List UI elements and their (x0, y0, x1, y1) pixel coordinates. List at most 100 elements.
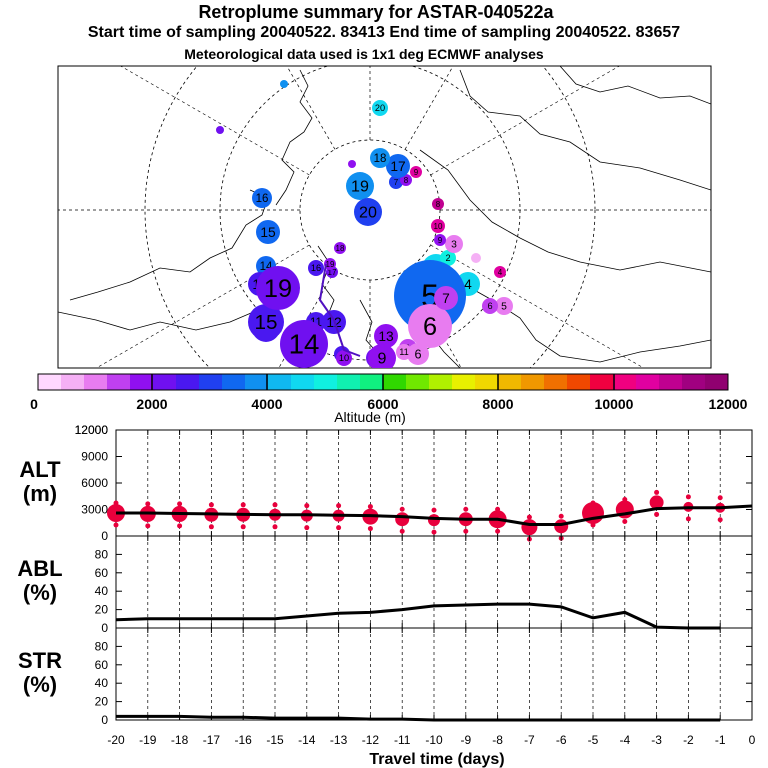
trajectory-day-label: 8 (436, 200, 441, 209)
trajectory-day-label: 16 (311, 263, 321, 273)
y-axis-label: ABL (17, 556, 62, 581)
trajectory-marker-day-6 (407, 343, 429, 365)
colorbar-swatch (245, 374, 269, 390)
x-tick-label: -6 (556, 733, 567, 747)
altitude-spread-dot (272, 502, 278, 508)
trajectory-day-label: 6 (487, 301, 492, 311)
str-series-line (116, 714, 721, 722)
colorbar-swatch (705, 374, 729, 390)
trajectory-day-label: 17 (328, 268, 337, 277)
trajectory-day-label: 19 (326, 260, 335, 269)
colorbar-swatch (475, 374, 499, 390)
y-tick-label: 40 (95, 676, 109, 690)
trajectory-marker-day-15 (256, 220, 280, 244)
colorbar-swatch (337, 374, 361, 390)
trajectory-day-label: 8 (404, 176, 409, 185)
x-tick-label: -1 (715, 733, 726, 747)
colorbar-swatch (130, 374, 154, 390)
time-series-panels: 03000600090001200012000ALT(m)020406080AB… (17, 423, 755, 768)
coastline (559, 66, 711, 105)
colorbar-swatch (590, 374, 614, 390)
trajectory-marker-day-15 (248, 304, 284, 340)
altitude-bubble (395, 512, 410, 527)
trajectory-marker-day-8 (432, 198, 444, 210)
altitude-spread-dot (399, 528, 405, 534)
y-tick-label: 20 (95, 695, 109, 709)
colorbar-swatch (199, 374, 223, 390)
trajectory-path (318, 263, 361, 357)
altitude-spread-dot (463, 528, 469, 534)
trajectory-marker-day-20 (354, 198, 382, 226)
sampling-time-subtitle: Start time of sampling 20040522. 83413 E… (87, 24, 681, 41)
altitude-spread-dot (654, 489, 660, 495)
altitude-bubble (521, 519, 538, 536)
trajectory-marker-day-8 (400, 174, 412, 186)
x-tick-label: -12 (362, 733, 380, 747)
altitude-spread-dot (145, 523, 151, 529)
x-tick-label: -3 (651, 733, 662, 747)
trajectory-day-label: 20 (359, 204, 377, 222)
trajectory-day-label: 4 (498, 268, 503, 277)
trajectory-day-label: 13 (378, 329, 394, 344)
altitude-spread-dot (113, 522, 119, 528)
y-axis-unit: (%) (23, 580, 57, 605)
altitude-spread-dot (431, 529, 437, 535)
altitude-spread-dot (304, 525, 310, 531)
altitude-spread-dot (590, 500, 596, 506)
trajectory-marker-day-18 (334, 242, 346, 254)
colorbar-tick-label: 4000 (251, 396, 282, 412)
y-axis-label: ALT (19, 457, 61, 482)
x-tick-label: -16 (235, 733, 253, 747)
altitude-spread-dot (399, 506, 405, 512)
trajectory-day-label: 11 (310, 317, 322, 329)
altitude-spread-dot (145, 501, 151, 507)
coastline (69, 189, 269, 301)
x-tick-label: -8 (492, 733, 503, 747)
trajectory-day-label: 19 (351, 178, 369, 196)
trajectory-marker-day-11 (396, 344, 412, 360)
colorbar-swatch (38, 374, 62, 390)
altitude-spread-dot (495, 528, 501, 534)
altitude-spread-dot (717, 517, 723, 523)
trajectory-day-label: 4 (464, 277, 472, 292)
x-tick-label: -9 (460, 733, 471, 747)
altitude-spread-dot (717, 495, 723, 501)
colorbar-swatch (636, 374, 660, 390)
trajectory-marker-day-2 (440, 250, 456, 266)
altitude-spread-dot (177, 523, 183, 529)
trajectory-marker-day-7 (389, 175, 403, 189)
colorbar-tick-label: 2000 (136, 396, 167, 412)
altitude-bubble (428, 514, 440, 527)
chart-title: Retroplume summary for ASTAR-040522a (198, 2, 554, 22)
y-tick-label: 40 (95, 584, 109, 598)
trajectory-day-label: 6 (423, 313, 437, 341)
altitude-bubble (554, 519, 569, 534)
colorbar-swatch (567, 374, 591, 390)
altitude-spread-dot (336, 525, 342, 531)
colorbar-tick-label: 6000 (367, 396, 398, 412)
trajectory-marker-day-4 (494, 266, 506, 278)
altitude-spread-dot (272, 524, 278, 530)
y-tick-label: 20 (95, 603, 109, 617)
y-tick-label: 0 (101, 621, 108, 635)
y-axis-unit: (%) (23, 672, 57, 697)
colorbar-swatch (521, 374, 545, 390)
altitude-spread-dot (622, 497, 628, 502)
x-axis-label: Travel time (days) (369, 751, 504, 768)
coastline (419, 149, 711, 273)
trajectory-marker-day-19 (256, 266, 300, 310)
altitude-spread-dot (654, 511, 660, 517)
colorbar-swatch (383, 374, 407, 390)
trajectory-marker-day-20 (216, 126, 224, 134)
altitude-spread-dot (304, 503, 310, 509)
x-tick-label: -15 (266, 733, 284, 747)
colorbar-axis-label: Altitude (m) (334, 409, 406, 425)
y-tick-label: 12000 (75, 423, 109, 437)
altitude-spread-dot (177, 501, 183, 507)
trajectory-day-label: 9 (438, 236, 443, 245)
altitude-spread-dot (558, 513, 564, 519)
y-tick-label: 9000 (81, 450, 108, 464)
altitude-spread-dot (463, 506, 469, 512)
altitude-spread-dot (208, 524, 214, 530)
